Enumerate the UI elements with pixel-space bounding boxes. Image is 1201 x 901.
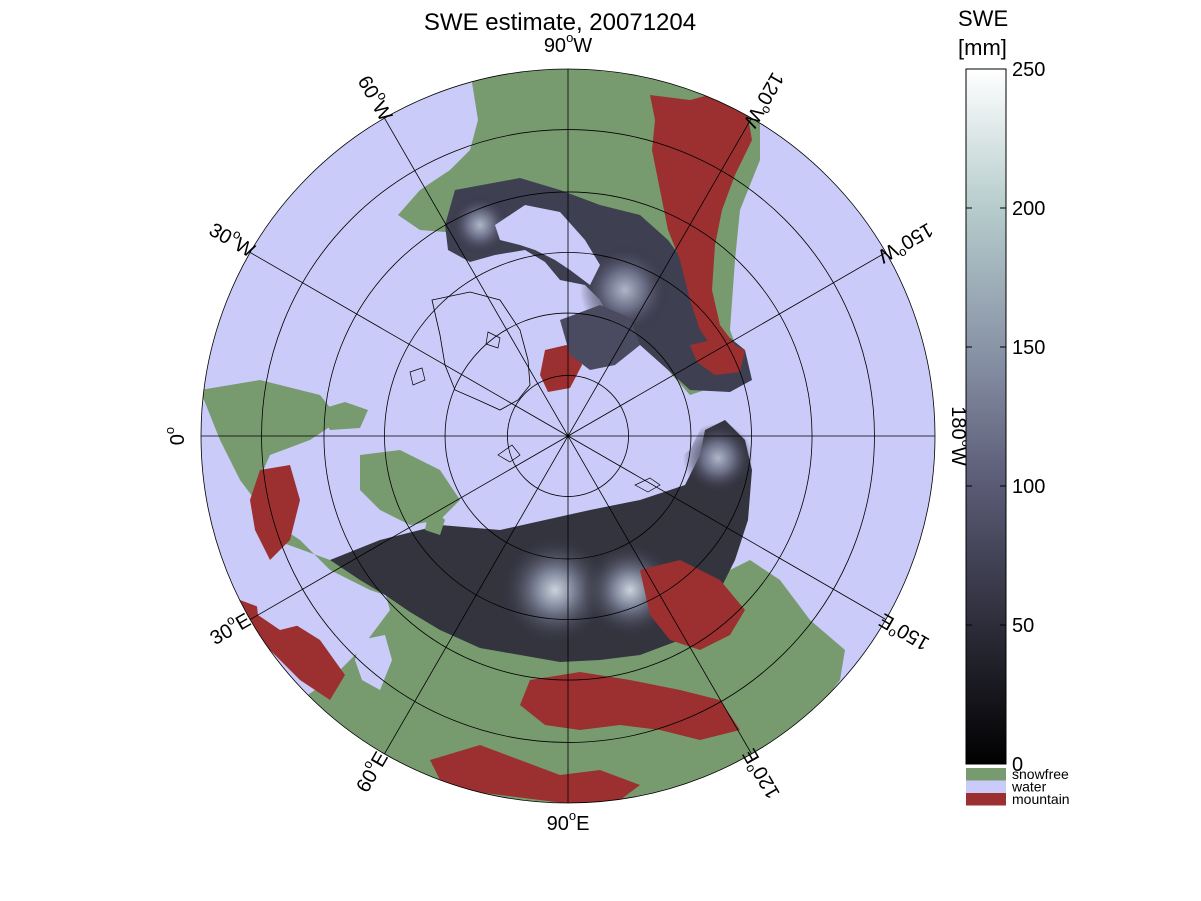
- legend-label-water: water: [1011, 779, 1047, 795]
- svalbard-snowfree-island: [318, 402, 368, 430]
- longitude-label-90e: 90oE: [547, 808, 590, 835]
- longitude-label-90w: 90oW: [544, 30, 592, 57]
- map-title: SWE estimate, 20071204: [424, 9, 696, 36]
- longitude-hemisphere: W: [573, 35, 592, 57]
- longitude-degree-value: 90: [547, 813, 569, 835]
- siberia-snow-maximum-west: [500, 535, 610, 645]
- colorbar-tick-label: 250: [1012, 59, 1045, 81]
- longitude-label-120w: 120oW: [739, 68, 792, 133]
- colorbar-tick-label: 50: [1012, 615, 1034, 637]
- siberian-arctic-coast-water: [470, 420, 700, 500]
- alaska-mountains-region: [690, 338, 745, 375]
- legend-swatch-snowfree: [966, 768, 1006, 781]
- degree-symbol: o: [162, 427, 177, 434]
- longitude-degree-value: 150: [893, 618, 933, 654]
- polar-map-disk: [201, 69, 935, 803]
- scandinavia-snowfree-region: [360, 450, 460, 525]
- central-asia-mountains-region: [520, 672, 740, 740]
- longitude-degree-value: 90: [544, 35, 566, 57]
- labrador-snow-patch: [450, 195, 510, 255]
- arctic-coastline-outlines: [409, 331, 661, 493]
- arctic-archipelago-snow: [560, 305, 640, 370]
- colorbar-tick-label: 0: [1012, 754, 1023, 776]
- europe-mountains-region: [250, 465, 300, 560]
- caspian-sea-water: [355, 635, 392, 690]
- colorbar-title-unit: [mm]: [958, 35, 1007, 60]
- baltic-sea-water: [300, 495, 335, 545]
- graticule-grid: [200, 68, 936, 804]
- rocky-mountains-region: [650, 92, 752, 358]
- novaya-zemlya-island: [425, 505, 445, 535]
- colorbar-tick-label: 100: [1012, 476, 1045, 498]
- legend-label-mountain: mountain: [1012, 791, 1070, 807]
- longitude-degree-value: 0: [167, 434, 189, 445]
- hudson-bay-water: [495, 205, 600, 285]
- colorbar-ticks: 0 50 100 150 200 250: [966, 59, 1045, 776]
- swe-colorbar: SWE [mm] 0 50 100 150 200 250: [958, 6, 1045, 776]
- colorbar-tick-label: 150: [1012, 337, 1045, 359]
- longitude-hemisphere: E: [576, 813, 589, 835]
- degree-symbol: o: [569, 808, 576, 823]
- legend-label-snowfree: snowfree: [1012, 766, 1069, 782]
- legend-swatch-water: [966, 780, 1006, 793]
- colorbar-title-swe: SWE: [958, 6, 1008, 31]
- caucasus-mountains-region: [240, 600, 345, 700]
- longitude-hemisphere: W: [947, 447, 969, 466]
- colorbar-gradient: [965, 68, 1007, 765]
- meridian-line-6: [249, 252, 887, 620]
- himalaya-mountains-region: [430, 745, 640, 803]
- colorbar-tick-label: 200: [1012, 198, 1045, 220]
- longitude-degree-value: 120: [752, 68, 788, 108]
- legend-swatch-mountain: [966, 793, 1006, 806]
- black-sea-water: [255, 590, 300, 630]
- degree-symbol: o: [566, 30, 573, 45]
- longitude-degree-value: 180: [947, 406, 969, 439]
- longitude-degree-value: 60: [353, 766, 383, 796]
- longitude-degree-value: 30: [205, 219, 235, 249]
- longitude-label-0: 0o: [162, 427, 189, 445]
- longitude-label-150w: 150oW: [874, 218, 939, 271]
- chukotka-snow-patch: [683, 423, 753, 493]
